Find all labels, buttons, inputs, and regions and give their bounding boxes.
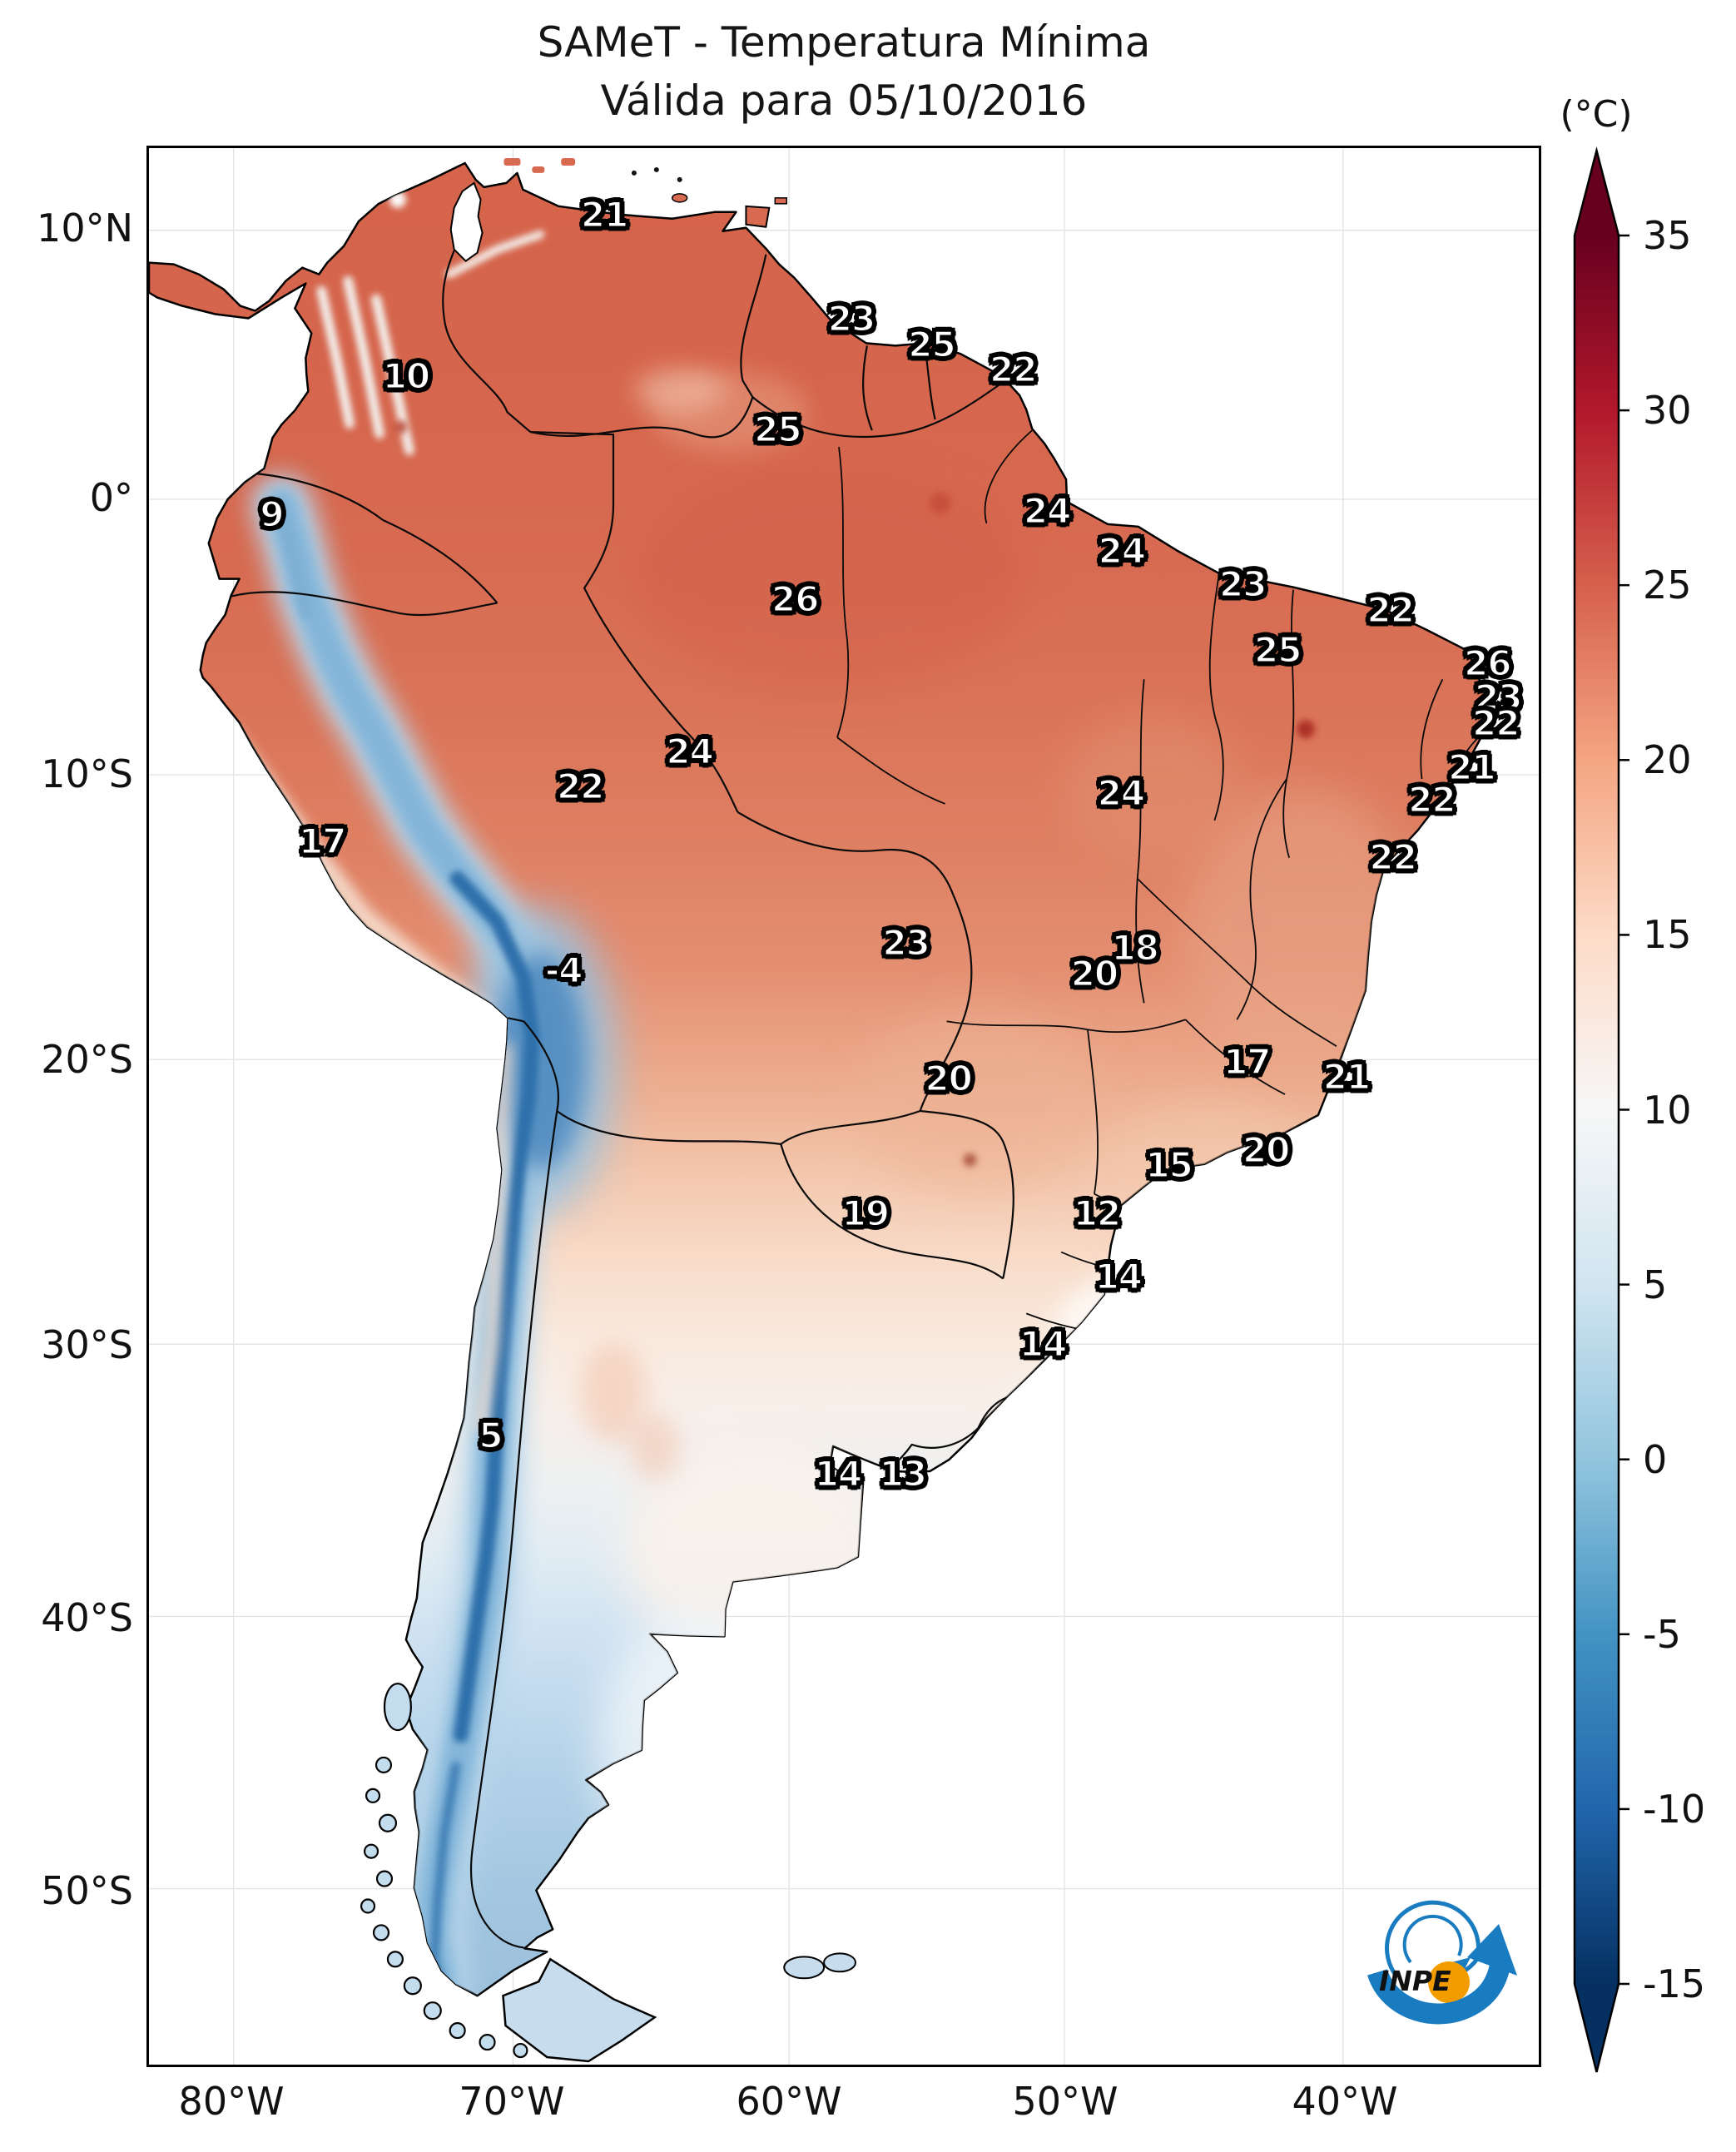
- logo-orange-dot: [1428, 1961, 1470, 2003]
- falkland-islands: [783, 1952, 856, 1980]
- colorbar-tick-label: 30: [1643, 388, 1692, 434]
- colorbar-tick-label: 15: [1643, 912, 1692, 958]
- colorbar-tick-label: -5: [1643, 1611, 1681, 1657]
- colorbar: [1573, 146, 1629, 2073]
- inpe-logo-text: INPE: [1379, 1965, 1451, 1997]
- colorbar-tick-label: 5: [1643, 1262, 1668, 1307]
- lon-tick-label: 40°W: [1292, 2079, 1398, 2124]
- map-plot-area: 21 10 23 25 22 25 9 26 24 24 23 25 22 26 23 22 24 22 24 21 2…: [146, 146, 1541, 2067]
- lat-tick-label: 0°: [89, 475, 133, 520]
- caribbean-islands: [503, 157, 787, 228]
- south-america-temperature-map: [149, 148, 1539, 2065]
- lat-tick-label: 50°S: [41, 1868, 133, 1914]
- lat-tick-label: 10°S: [41, 751, 133, 797]
- lon-tick-label: 80°W: [178, 2079, 285, 2124]
- colorbar-tick-label: 10: [1643, 1087, 1692, 1133]
- lat-tick-label: 20°S: [41, 1036, 133, 1082]
- patagonia-archipelago: [360, 1683, 528, 2059]
- colorbar-ticks: [1619, 234, 1629, 1986]
- lat-tick-label: 10°N: [37, 206, 133, 251]
- inpe-logo: INPE: [1367, 1900, 1517, 2025]
- continent-shape: [149, 161, 1489, 1997]
- lon-tick-label: 70°W: [459, 2079, 565, 2124]
- lon-tick-label: 60°W: [736, 2079, 842, 2124]
- tierra-del-fuego: [502, 1957, 657, 2063]
- colorbar-tick-label: 35: [1643, 213, 1692, 258]
- page-title: SAMeT - Temperatura Mínima: [537, 18, 1151, 67]
- lon-tick-label: 50°W: [1012, 2079, 1118, 2124]
- state-borders: [836, 429, 1488, 1335]
- colorbar-unit-label: (°C): [1560, 93, 1633, 136]
- logo-swirl-inner: [1402, 1914, 1463, 1964]
- hot-spots: [394, 420, 1315, 1167]
- logo-swirl-circle: [1385, 1900, 1481, 1979]
- lat-tick-label: 30°S: [41, 1322, 133, 1368]
- lat-tick-label: 40°S: [41, 1594, 133, 1640]
- latitude-axis: 10°N 0° 10°S 20°S 30°S 40°S 50°S: [0, 146, 136, 2067]
- longitude-axis: 80°W 70°W 60°W 50°W 40°W: [146, 2079, 1541, 2137]
- lake-maracaibo: [449, 181, 484, 262]
- colorbar-tick-label: -15: [1643, 1961, 1706, 2006]
- colorbar-tick-label: 20: [1643, 737, 1692, 783]
- colorbar-tick-label: 25: [1643, 563, 1692, 608]
- logo-big-arrow: [1367, 1964, 1510, 2025]
- colorbar-tick-label: 0: [1643, 1436, 1668, 1482]
- colorbar-gradient-bar: [1573, 146, 1620, 2073]
- page-subtitle: Válida para 05/10/2016: [600, 77, 1088, 125]
- country-borders: [231, 199, 1014, 1949]
- colorbar-labels: 35 30 25 20 15 10 5 0 -5 -10 -15: [1643, 146, 1736, 2076]
- colorbar-tick-label: -10: [1643, 1786, 1706, 1832]
- logo-big-arrowhead: [1467, 1924, 1517, 1976]
